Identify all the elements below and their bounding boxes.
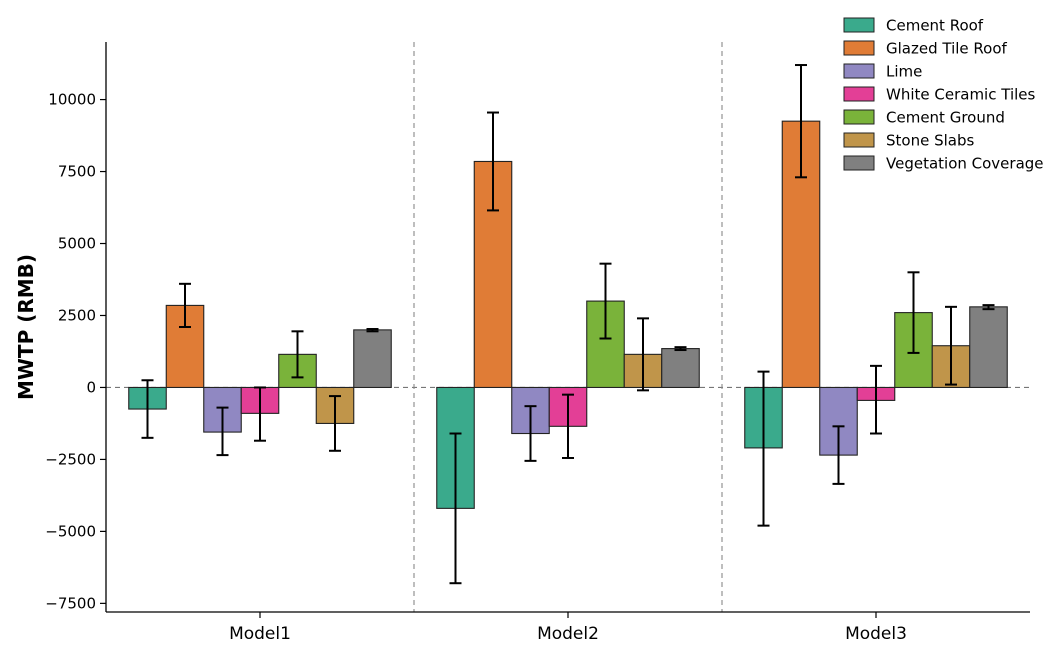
y-tick-label: 7500	[58, 163, 96, 181]
y-tick-label: 5000	[58, 235, 96, 253]
y-tick-label: −2500	[45, 450, 96, 468]
x-category-label: Model1	[229, 624, 291, 644]
legend-swatch	[843, 17, 875, 33]
legend-swatch	[843, 40, 875, 56]
legend-swatch	[843, 63, 875, 79]
legend-label: Stone Slabs	[886, 132, 974, 150]
legend-swatch	[843, 86, 875, 102]
legend-swatch	[843, 155, 875, 171]
y-ticks: −7500 −5000 −2500 0 2500 5000 7500 10000	[45, 91, 106, 612]
legend-swatch	[843, 132, 875, 148]
legend-label: Vegetation Coverage	[886, 155, 1044, 173]
legend-label: Cement Roof	[886, 17, 984, 35]
x-category-label: Model3	[845, 624, 907, 644]
y-tick-label: 0	[86, 378, 96, 396]
legend-label: Cement Ground	[886, 109, 1005, 127]
y-tick-label: −5000	[45, 522, 96, 540]
bar	[353, 329, 392, 389]
legend-label: Glazed Tile Roof	[886, 40, 1008, 58]
x-ticks: Model1 Model2 Model3	[229, 612, 907, 644]
axes-group	[105, 42, 1030, 613]
error-bars-group	[141, 64, 995, 585]
legend-label: Lime	[886, 63, 922, 81]
x-category-label: Model2	[537, 624, 599, 644]
model-separators	[413, 42, 723, 612]
y-axis-title: MWTP (RMB)	[14, 254, 38, 400]
y-tick-label: 10000	[48, 91, 96, 109]
bar	[661, 348, 700, 389]
legend-label: White Ceramic Tiles	[886, 86, 1036, 104]
legend-swatch	[843, 109, 875, 125]
y-tick-label: −7500	[45, 594, 96, 612]
y-tick-label: 2500	[58, 306, 96, 324]
bar	[969, 306, 1008, 389]
legend: Cement Roof Glazed Tile Roof Lime White Cer…	[843, 17, 1044, 173]
